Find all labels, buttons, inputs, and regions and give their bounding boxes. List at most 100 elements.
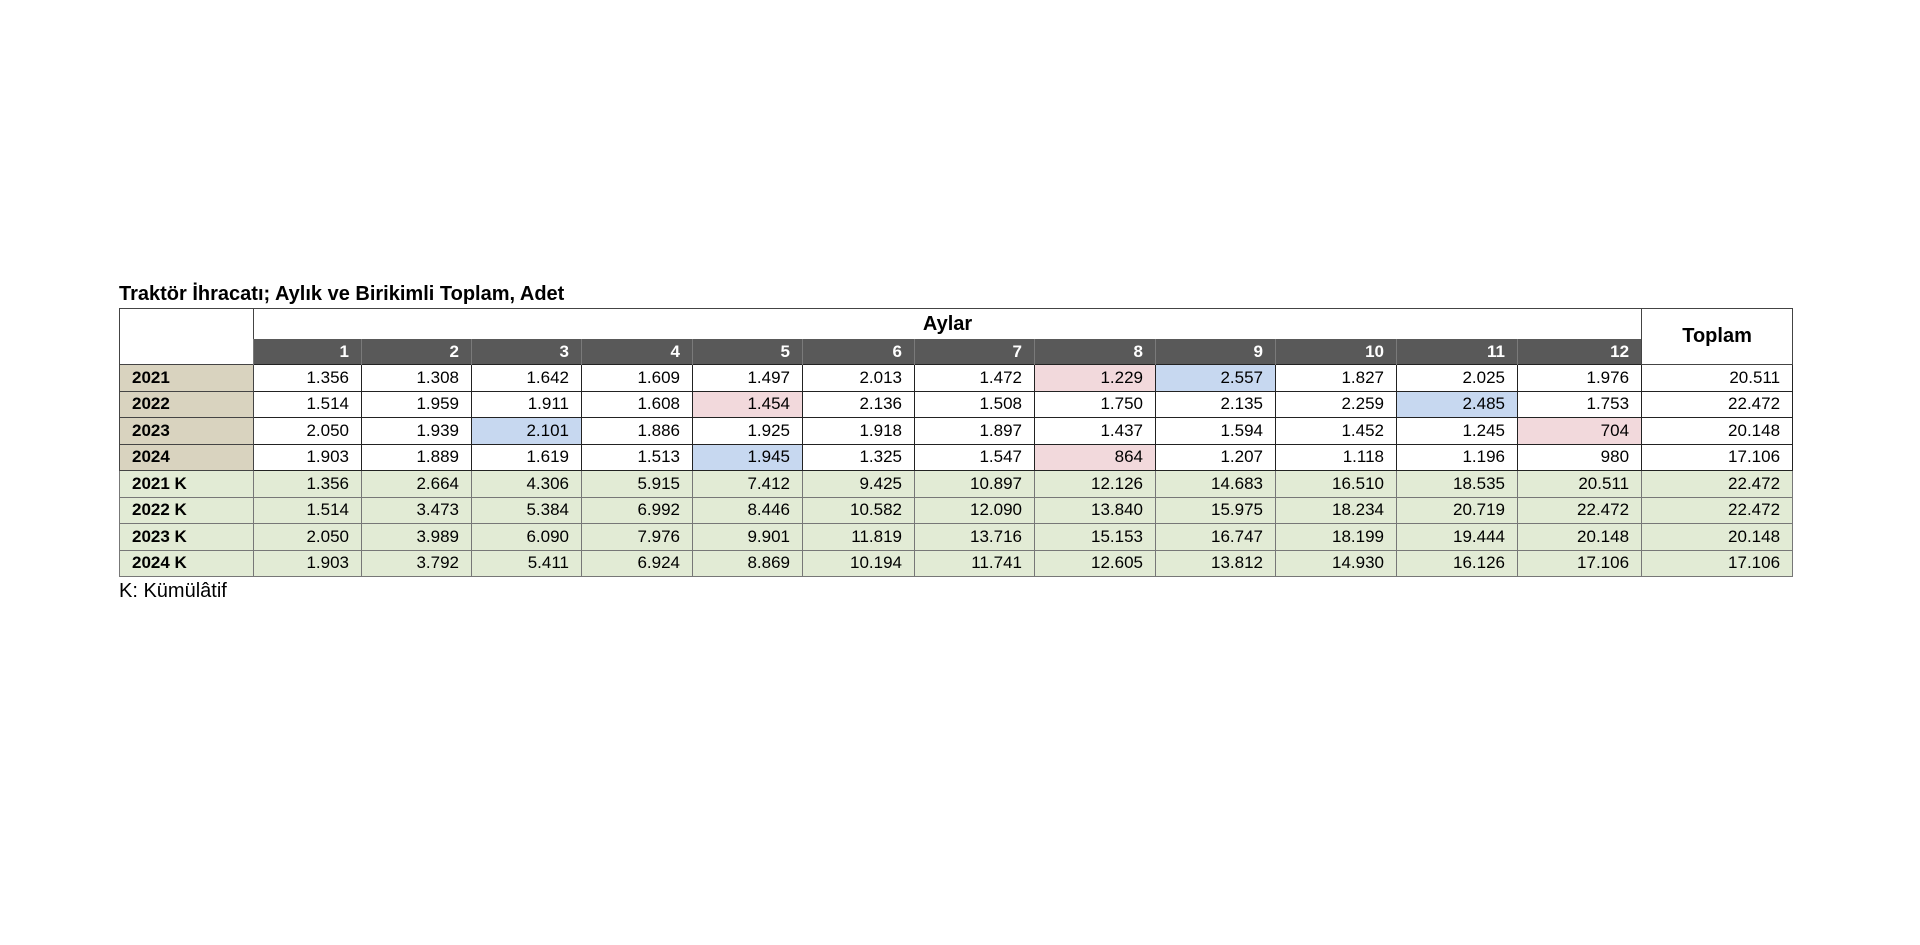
table-cell: 1.889 [361, 443, 472, 471]
table-cell: 2.664 [361, 470, 472, 498]
table-cell: 7.412 [692, 470, 803, 498]
table-cell: 9.425 [802, 470, 915, 498]
table-cell: 2.259 [1275, 390, 1397, 418]
table-cell: 8.446 [692, 496, 803, 524]
table-cell: 2.136 [802, 390, 915, 418]
month-header-3: 3 [471, 339, 582, 365]
row-total: 17.106 [1641, 443, 1794, 471]
row-label: 2022 [119, 390, 254, 418]
row-total: 22.472 [1641, 470, 1794, 498]
table-cell: 20.511 [1516, 470, 1643, 498]
row-total: 20.148 [1641, 417, 1794, 445]
corner-cell-lower [119, 339, 254, 365]
table-cell: 1.452 [1275, 417, 1397, 445]
table-cell: 16.126 [1396, 549, 1518, 577]
table-cell: 13.812 [1155, 549, 1276, 577]
table-cell: 1.514 [253, 390, 362, 418]
table-cell: 1.356 [253, 364, 362, 392]
table-cell: 1.497 [692, 364, 803, 392]
table-cell: 10.194 [802, 549, 915, 577]
table-cell: 1.976 [1516, 364, 1643, 392]
table-cell: 12.605 [1034, 549, 1156, 577]
table-cell: 1.308 [361, 364, 472, 392]
table-cell: 16.747 [1155, 523, 1276, 551]
table-cell: 11.819 [802, 523, 915, 551]
table-cell: 1.918 [802, 417, 915, 445]
table-row: 2023 2.050 1.939 2.101 1.886 1.925 1.918 1.897 1… [119, 417, 1794, 445]
table-cell: 13.716 [914, 523, 1035, 551]
month-header-9: 9 [1155, 339, 1276, 365]
month-header-12: 12 [1516, 339, 1642, 365]
row-label: 2021 K [119, 470, 254, 498]
table-cell: 1.608 [581, 390, 693, 418]
table-cell: 3.989 [361, 523, 472, 551]
table-title: Traktör İhracatı; Aylık ve Birikimli Top… [119, 283, 565, 305]
table-cell: 10.582 [802, 496, 915, 524]
table-cell: 1.897 [914, 417, 1035, 445]
table-cell: 1.945 [692, 443, 803, 471]
table-cell: 1.619 [471, 443, 582, 471]
table-cell: 2.557 [1155, 364, 1276, 392]
month-header-10: 10 [1275, 339, 1397, 365]
table-cell: 7.976 [581, 523, 693, 551]
total-column-header: Toplam [1641, 308, 1794, 365]
months-group-header: Aylar [253, 308, 1642, 339]
table-cell: 20.719 [1396, 496, 1518, 524]
table-cell: 1.514 [253, 496, 362, 524]
footnote: K: Kümülâtif [119, 580, 227, 602]
table-row: 2021 K 1.356 2.664 4.306 5.915 7.412 9.425 10.8… [119, 470, 1794, 498]
table-cell: 8.869 [692, 549, 803, 577]
table-cell: 1.594 [1155, 417, 1276, 445]
table-cell: 1.508 [914, 390, 1035, 418]
table-cell: 1.547 [914, 443, 1035, 471]
table-cell: 3.473 [361, 496, 472, 524]
table-cell: 18.535 [1396, 470, 1518, 498]
table-cell: 1.903 [253, 549, 362, 577]
table-cell: 1.750 [1034, 390, 1156, 418]
table-cell: 19.444 [1396, 523, 1518, 551]
table-cell: 2.025 [1396, 364, 1518, 392]
table-cell: 1.609 [581, 364, 693, 392]
table-cell: 2.050 [253, 417, 362, 445]
table-cell: 1.925 [692, 417, 803, 445]
table-cell: 2.013 [802, 364, 915, 392]
month-header-4: 4 [581, 339, 693, 365]
table-cell: 6.090 [471, 523, 582, 551]
row-label: 2023 [119, 417, 254, 445]
table-cell: 704 [1516, 417, 1643, 445]
table-row: 2023 K 2.050 3.989 6.090 7.976 9.901 11.819 13.… [119, 523, 1794, 551]
table-cell: 14.683 [1155, 470, 1276, 498]
table-cell: 20.148 [1516, 523, 1643, 551]
table-cell: 2.135 [1155, 390, 1276, 418]
table-row: 2024 1.903 1.889 1.619 1.513 1.945 1.325 1.547 8… [119, 443, 1794, 471]
table-cell: 1.642 [471, 364, 582, 392]
table-cell: 15.153 [1034, 523, 1156, 551]
export-table-section: Traktör İhracatı; Aylık ve Birikimli Top… [119, 280, 1794, 605]
table-cell: 14.930 [1275, 549, 1397, 577]
table-cell: 18.234 [1275, 496, 1397, 524]
table-cell: 1.886 [581, 417, 693, 445]
month-header-7: 7 [914, 339, 1035, 365]
table-cell: 980 [1516, 443, 1643, 471]
table-cell: 1.437 [1034, 417, 1156, 445]
table-cell: 16.510 [1275, 470, 1397, 498]
table-cell: 6.992 [581, 496, 693, 524]
row-total: 22.472 [1641, 390, 1794, 418]
table-cell: 1.827 [1275, 364, 1397, 392]
table-cell: 13.840 [1034, 496, 1156, 524]
row-total: 20.511 [1641, 364, 1794, 392]
month-header-8: 8 [1034, 339, 1156, 365]
table-cell: 12.126 [1034, 470, 1156, 498]
row-total: 22.472 [1641, 496, 1794, 524]
corner-cell [119, 308, 254, 339]
table-cell: 1.196 [1396, 443, 1518, 471]
row-total: 20.148 [1641, 523, 1794, 551]
month-header-11: 11 [1396, 339, 1518, 365]
table-cell: 11.741 [914, 549, 1035, 577]
table-cell: 1.959 [361, 390, 472, 418]
table-row: 2021 1.356 1.308 1.642 1.609 1.497 2.013 1.472 1… [119, 364, 1794, 392]
table-cell: 1.118 [1275, 443, 1397, 471]
table-cell: 2.485 [1396, 390, 1518, 418]
table-cell: 1.454 [692, 390, 803, 418]
table-cell: 22.472 [1516, 496, 1643, 524]
